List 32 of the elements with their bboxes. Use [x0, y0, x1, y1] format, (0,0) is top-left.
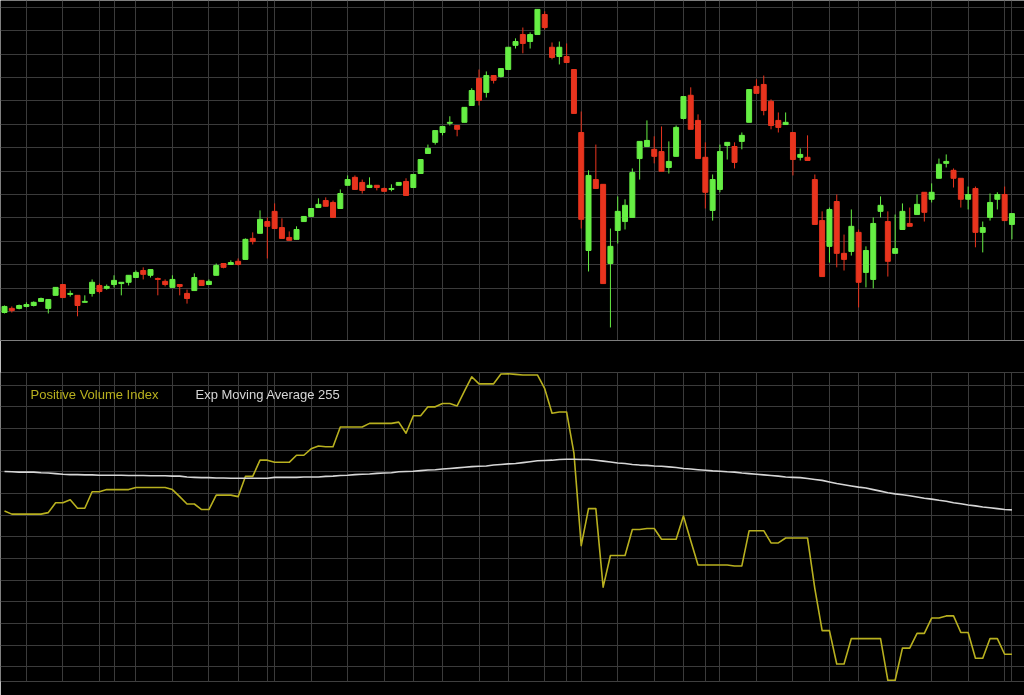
candlestick	[877, 195, 884, 218]
candlestick	[257, 209, 263, 234]
candlestick	[950, 167, 957, 189]
candlestick	[899, 202, 906, 230]
candlestick	[563, 42, 570, 64]
candlestick	[965, 186, 972, 210]
candlestick	[804, 134, 811, 161]
candlestick	[731, 141, 738, 169]
candlestick	[1008, 213, 1015, 240]
candlestick	[665, 140, 672, 175]
candlestick	[914, 194, 921, 216]
text: Exp Moving Average 255	[195, 386, 340, 402]
candlestick	[906, 207, 913, 227]
candlestick	[483, 70, 490, 99]
text: Positive Volume Index	[30, 386, 159, 402]
candlestick	[607, 228, 614, 328]
candlestick	[987, 193, 994, 222]
candlestick	[476, 69, 483, 106]
candlestick	[921, 191, 928, 223]
candlestick	[979, 221, 986, 253]
candlestick	[519, 27, 526, 54]
candlestick	[957, 177, 964, 209]
candlestick	[454, 125, 461, 137]
candlestick	[337, 188, 344, 210]
candlestick	[74, 294, 81, 317]
candlestick	[892, 214, 899, 254]
candlestick	[556, 41, 563, 65]
candlestick	[935, 158, 942, 179]
candlestick	[184, 289, 190, 305]
candlestick	[928, 182, 935, 203]
candlestick	[541, 10, 548, 30]
candlestick	[242, 237, 249, 260]
